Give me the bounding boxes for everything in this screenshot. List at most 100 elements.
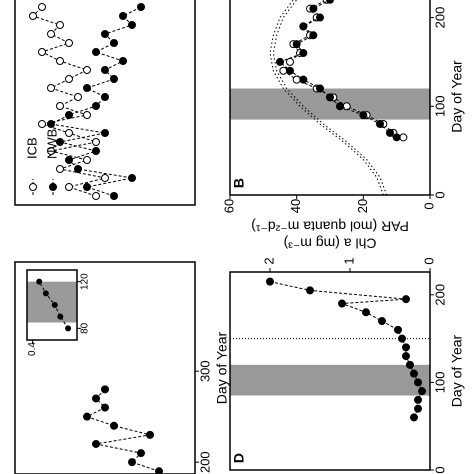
x-tick-label: 300 xyxy=(197,360,212,382)
data-point xyxy=(392,133,401,142)
data-point xyxy=(65,75,73,83)
data-point xyxy=(101,174,109,182)
data-point xyxy=(74,165,82,173)
data-point xyxy=(386,128,394,137)
data-point xyxy=(128,458,136,467)
y-axis-label: Chl a (mg m⁻³) xyxy=(284,235,377,251)
series-line xyxy=(269,0,384,196)
x-tick-label: 80 xyxy=(80,322,91,334)
data-point xyxy=(83,111,91,119)
y-tick-label: 2 xyxy=(261,257,276,264)
x-tick-label: 200 xyxy=(432,284,447,306)
data-point xyxy=(56,21,64,29)
y-axis-label: PAR (mol quanta m⁻²d⁻¹) xyxy=(251,218,409,234)
data-point xyxy=(128,174,136,182)
legend-label: NWB xyxy=(44,129,59,159)
y-tick-label: 0.4 xyxy=(27,342,38,356)
data-point xyxy=(83,66,91,74)
data-point xyxy=(110,421,118,430)
x-tick-label: 100 xyxy=(432,95,447,117)
data-point xyxy=(47,147,55,155)
data-point xyxy=(92,48,100,56)
data-point xyxy=(42,290,49,297)
series-line xyxy=(49,6,142,197)
data-point xyxy=(414,395,422,404)
data-point xyxy=(279,66,288,75)
data-point xyxy=(402,295,410,304)
x-tick-label: 200 xyxy=(197,451,212,473)
plot-frame xyxy=(26,269,78,341)
x-tick-label: 0 xyxy=(432,466,447,473)
y-tick-label: 20 xyxy=(355,199,370,213)
data-point xyxy=(399,133,408,142)
data-point xyxy=(137,449,145,458)
legend-marker xyxy=(49,183,57,191)
data-point xyxy=(402,343,410,352)
data-point xyxy=(119,12,127,20)
data-point xyxy=(110,39,118,47)
data-point xyxy=(406,360,414,369)
data-point xyxy=(410,369,418,378)
data-point xyxy=(38,3,46,11)
data-point xyxy=(299,49,308,58)
data-point xyxy=(394,325,402,334)
y-tick-label: 0 xyxy=(421,257,436,264)
series-line xyxy=(85,389,160,472)
y-tick-label: 40 xyxy=(288,199,303,213)
data-point xyxy=(83,84,91,92)
data-point xyxy=(74,93,82,101)
data-point xyxy=(418,387,426,396)
data-point xyxy=(342,102,351,111)
data-point xyxy=(101,66,109,74)
data-point xyxy=(101,385,109,394)
data-point xyxy=(299,75,308,84)
y-tick-label: 0 xyxy=(421,202,436,209)
legend-label: ICB xyxy=(24,137,39,159)
data-point xyxy=(57,313,64,320)
data-point xyxy=(47,30,55,38)
data-point xyxy=(65,183,73,191)
data-point xyxy=(101,129,109,137)
data-point xyxy=(92,394,100,403)
data-point xyxy=(101,30,109,38)
y-tick-label: 60 xyxy=(221,199,236,213)
data-point xyxy=(65,39,73,47)
data-point xyxy=(299,22,308,31)
data-point xyxy=(65,111,73,119)
data-point xyxy=(316,84,324,93)
x-axis-label: Day of Year xyxy=(214,331,230,404)
data-point xyxy=(362,308,370,317)
series-line xyxy=(32,6,106,197)
shaded-band xyxy=(230,88,430,120)
data-point xyxy=(51,302,58,308)
data-point xyxy=(326,0,334,4)
data-point xyxy=(336,102,344,111)
plot-frame xyxy=(229,0,431,196)
x-tick-label: 200 xyxy=(432,7,447,29)
plot-frame xyxy=(229,271,431,471)
x-tick-label: 0 xyxy=(432,191,447,198)
plot-frame xyxy=(14,0,196,206)
data-point xyxy=(402,352,410,361)
data-point xyxy=(83,183,91,191)
data-point xyxy=(359,111,368,120)
data-point xyxy=(414,404,422,413)
x-axis-label: Day of Year xyxy=(449,60,465,133)
data-point xyxy=(326,93,334,102)
data-point xyxy=(292,40,301,49)
data-point xyxy=(92,138,100,146)
data-point xyxy=(306,286,314,295)
y-tick-label: 1 xyxy=(341,257,356,264)
data-point xyxy=(38,48,46,56)
data-point xyxy=(36,278,43,285)
data-point xyxy=(338,299,346,308)
data-point xyxy=(83,412,91,421)
data-point xyxy=(378,317,386,326)
shaded-band xyxy=(230,364,430,396)
data-point xyxy=(155,467,163,474)
data-point xyxy=(92,192,100,200)
data-point xyxy=(92,147,100,155)
data-point xyxy=(286,66,294,75)
data-point xyxy=(146,430,154,439)
